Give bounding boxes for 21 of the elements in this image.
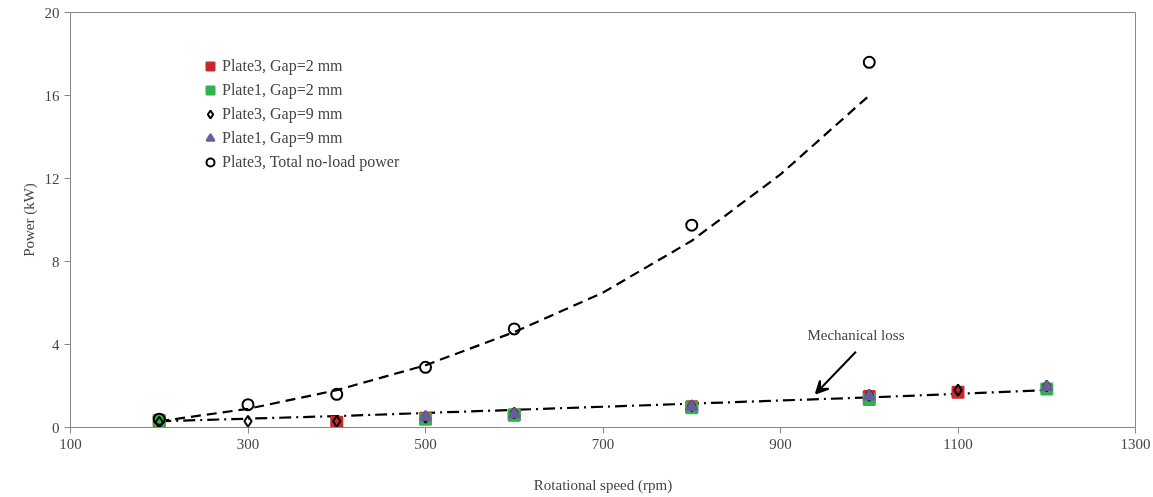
x-tick-label: 900 (769, 435, 792, 452)
legend-label: Plate3, Gap=2 mm (222, 57, 343, 75)
legend-label: Plate1, Gap=2 mm (222, 81, 343, 99)
legend-label: Plate1, Gap=9 mm (222, 129, 343, 147)
y-axis-title: Power (kW) (20, 183, 38, 257)
annotation: Mechanical loss (807, 327, 905, 344)
y-tick-label: 8 (52, 253, 60, 270)
legend-label: Plate3, Gap=9 mm (222, 105, 343, 123)
legend-label: Plate3, Total no-load power (222, 153, 400, 171)
x-tick-label: 1300 (1120, 435, 1151, 452)
y-tick-label: 12 (44, 170, 60, 187)
x-axis-title: Rotational speed (rpm) (533, 476, 673, 494)
x-tick-label: 700 (591, 435, 615, 452)
x-tick-label: 1100 (943, 435, 973, 452)
x-tick-label: 300 (236, 435, 260, 452)
y-tick-label: 20 (44, 4, 60, 21)
y-tick-label: 16 (44, 87, 60, 104)
y-tick-label: 4 (52, 336, 60, 353)
x-tick-label: 500 (414, 435, 437, 452)
x-tick-label: 100 (59, 435, 82, 452)
y-tick-label: 0 (52, 419, 60, 436)
